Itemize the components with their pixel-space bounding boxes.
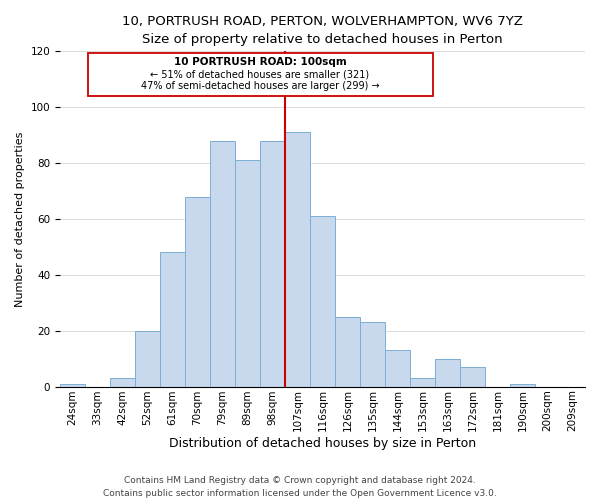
Bar <box>385 350 410 387</box>
X-axis label: Distribution of detached houses by size in Perton: Distribution of detached houses by size … <box>169 437 476 450</box>
Y-axis label: Number of detached properties: Number of detached properties <box>15 131 25 306</box>
Bar <box>60 384 85 386</box>
Bar <box>260 140 285 386</box>
Title: 10, PORTRUSH ROAD, PERTON, WOLVERHAMPTON, WV6 7YZ
Size of property relative to d: 10, PORTRUSH ROAD, PERTON, WOLVERHAMPTON… <box>122 15 523 46</box>
Bar <box>160 252 185 386</box>
Bar <box>135 330 160 386</box>
Bar <box>460 367 485 386</box>
Bar <box>310 216 335 386</box>
Text: ← 51% of detached houses are smaller (321): ← 51% of detached houses are smaller (32… <box>151 70 370 80</box>
Bar <box>410 378 435 386</box>
Bar <box>285 132 310 386</box>
Text: Contains HM Land Registry data © Crown copyright and database right 2024.
Contai: Contains HM Land Registry data © Crown c… <box>103 476 497 498</box>
Bar <box>335 316 360 386</box>
Bar <box>185 196 210 386</box>
Bar <box>360 322 385 386</box>
FancyBboxPatch shape <box>88 52 433 96</box>
Bar <box>510 384 535 386</box>
Bar <box>110 378 135 386</box>
Bar <box>435 358 460 386</box>
Text: 10 PORTRUSH ROAD: 100sqm: 10 PORTRUSH ROAD: 100sqm <box>173 57 346 67</box>
Bar <box>235 160 260 386</box>
Text: 47% of semi-detached houses are larger (299) →: 47% of semi-detached houses are larger (… <box>141 80 379 90</box>
Bar <box>210 140 235 386</box>
